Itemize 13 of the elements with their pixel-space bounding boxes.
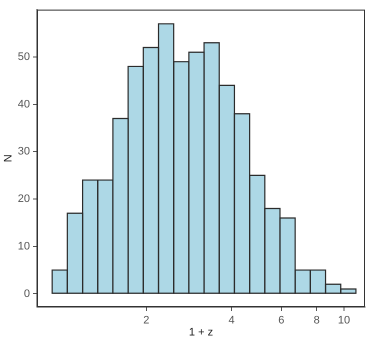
x-tick-label: 2 — [143, 314, 150, 327]
x-axis-title: 1 + z — [188, 326, 214, 338]
x-tick-label: 4 — [228, 314, 235, 327]
y-tick-label: 30 — [18, 146, 30, 158]
y-axis-title: N — [2, 154, 15, 162]
x-tick-label: 10 — [338, 314, 350, 327]
y-tick-label: 0 — [24, 288, 30, 300]
x-tick-label: 8 — [314, 314, 320, 327]
y-tick-label: 20 — [18, 193, 30, 206]
y-tick-label: 40 — [18, 98, 30, 110]
x-tick-label: 6 — [278, 314, 284, 327]
y-tick-label: 10 — [18, 240, 30, 252]
y-tick-label: 50 — [18, 50, 30, 63]
